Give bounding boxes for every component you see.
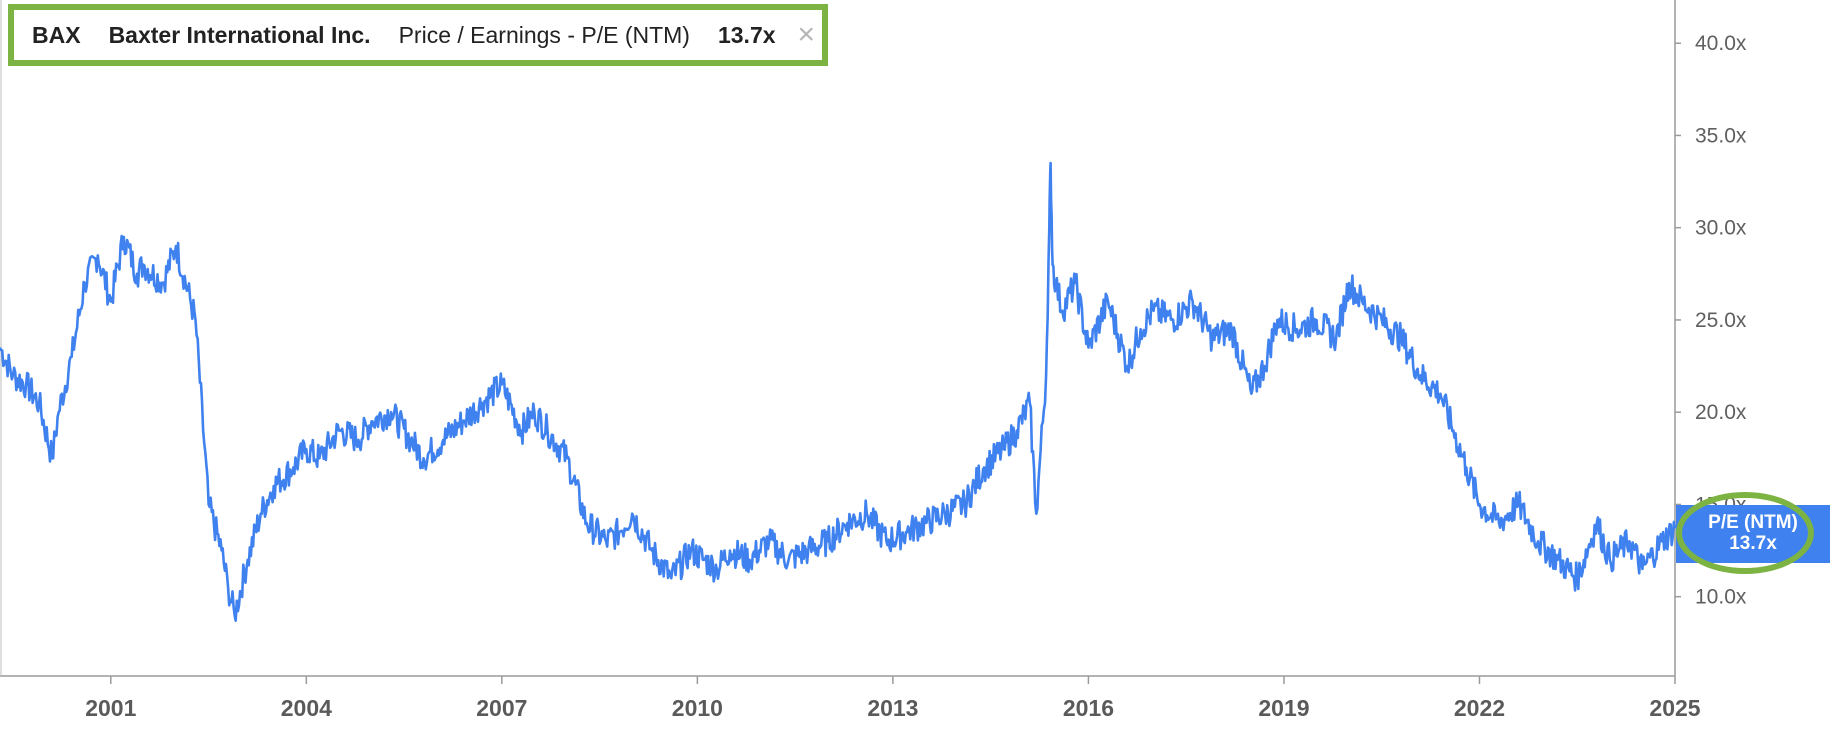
legend-box: BAX Baxter International Inc. Price / Ea… xyxy=(8,4,828,66)
y-tick-label: 10.0x xyxy=(1695,586,1747,609)
x-tick-label: 2007 xyxy=(476,695,527,721)
x-axis: 2001 2004 2007 2010 2013 2016 2019 2022 2025 xyxy=(0,0,1701,721)
x-tick-label: 2019 xyxy=(1258,695,1309,721)
x-tick-label: 2025 xyxy=(1649,695,1700,721)
x-tick-label: 2001 xyxy=(85,695,136,721)
y-tick-label: 35.0x xyxy=(1695,124,1747,147)
current-value-tag: P/E (NTM) 13.7x xyxy=(1676,505,1830,563)
plot-area xyxy=(0,161,1677,623)
series-line-0 xyxy=(0,161,1677,623)
current-tag-label: P/E (NTM) xyxy=(1708,512,1798,534)
x-tick-label: 2013 xyxy=(867,695,918,721)
close-icon[interactable]: × xyxy=(797,18,816,51)
y-tick-label: 20.0x xyxy=(1695,401,1747,424)
company-name: Baxter International Inc. xyxy=(108,21,371,48)
x-tick-label: 2016 xyxy=(1063,695,1114,721)
current-tag-value: 13.7x xyxy=(1729,533,1777,554)
metric-value: 13.7x xyxy=(717,21,776,48)
y-tick-label: 30.0x xyxy=(1695,217,1747,240)
y-tick-label: 40.0x xyxy=(1695,32,1747,55)
x-tick-label: 2010 xyxy=(672,695,723,721)
x-tick-label: 2022 xyxy=(1454,695,1505,721)
y-tick-label: 25.0x xyxy=(1695,309,1747,332)
metric-label: Price / Earnings - P/E (NTM) xyxy=(398,21,690,48)
ticker-label: BAX xyxy=(32,21,81,48)
x-tick-label: 2004 xyxy=(281,695,332,721)
